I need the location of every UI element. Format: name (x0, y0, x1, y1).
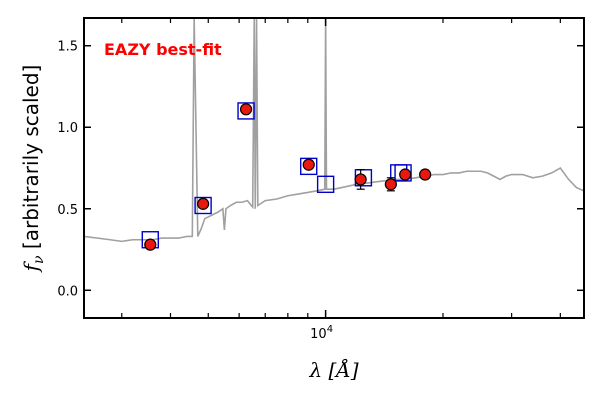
eazy-best-fit-annotation: EAZY best-fit (104, 40, 222, 59)
observed-flux-point (399, 168, 412, 181)
observed-flux-point (144, 238, 157, 251)
template-spectrum-line (84, 18, 584, 243)
x-tick-label: 104 (310, 324, 333, 342)
y-tick-label: 1.5 (57, 40, 78, 55)
y-axis-label: fν [arbitrarily scaled] (19, 65, 47, 274)
model-flux-square (316, 175, 335, 194)
observed-flux-point (419, 168, 432, 181)
y-tick-label: 1.0 (57, 121, 78, 136)
model-flux-square (237, 102, 255, 120)
y-tick-label: 0.5 (57, 203, 78, 218)
series-layer (84, 18, 584, 251)
model-flux-square (300, 157, 318, 176)
observed-flux-point (197, 197, 210, 210)
model-flux-square (194, 196, 212, 215)
observed-flux-point (384, 178, 397, 191)
observed-flux-point (302, 158, 315, 171)
observed-flux-point (239, 103, 253, 116)
plot-frame (83, 17, 585, 319)
observed-flux-point (354, 173, 367, 186)
y-tick-label: 0.0 (57, 284, 78, 299)
axes-layer: 0.0 0.5 1.0 1.5 104 (57, 17, 585, 342)
x-axis-label: λ [Å] (308, 357, 358, 382)
